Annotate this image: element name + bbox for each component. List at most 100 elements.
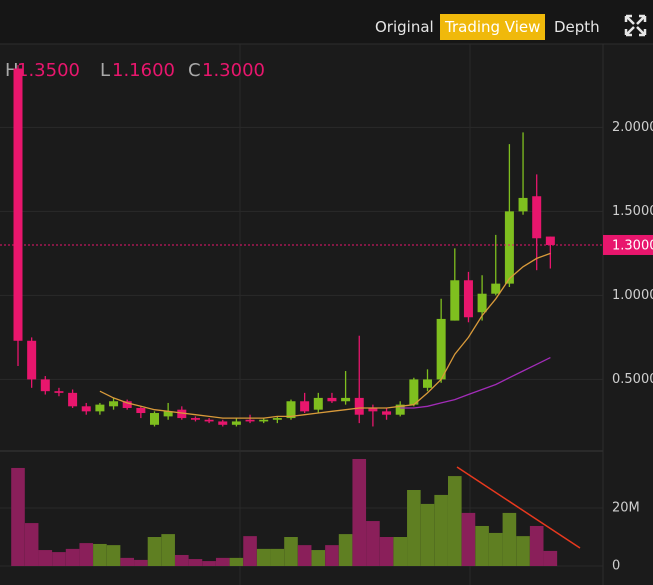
candle-body [259, 419, 269, 422]
candle-body [423, 379, 432, 388]
volume-bar [270, 548, 285, 567]
candle-body [13, 68, 23, 341]
volume-bar [52, 552, 66, 567]
candle-body [204, 419, 214, 422]
last-price-box [603, 234, 653, 255]
candle-body [231, 421, 241, 425]
last-price-label: 1.3000 [612, 238, 653, 253]
y-tick-label: 0.5000 [612, 372, 653, 387]
volume-bar [338, 534, 353, 567]
volume-bar [147, 536, 162, 567]
volume-bar [297, 545, 312, 567]
volume-bar [188, 559, 203, 567]
candle-body [272, 418, 282, 420]
candle-body [150, 413, 159, 425]
expand-icon[interactable] [624, 14, 647, 37]
volume-bar [529, 525, 544, 567]
volume-bar [407, 490, 421, 567]
volume-bar [543, 550, 558, 567]
candle-body [300, 401, 310, 412]
candle-body [368, 407, 378, 412]
volume-bar [420, 503, 435, 567]
volume-bar [175, 554, 189, 567]
trend-line [456, 466, 581, 549]
volume-bar [379, 536, 394, 567]
volume-bar [284, 536, 298, 567]
candle-body [190, 418, 200, 420]
candle-body [54, 391, 64, 393]
ohlc-key: L [100, 60, 110, 81]
volume-bar [434, 494, 448, 567]
candle-body [327, 397, 337, 402]
volume-bar [325, 545, 339, 567]
volume-bar [106, 545, 121, 567]
volume-bar [352, 458, 367, 567]
candle-body [286, 401, 296, 419]
candle-body [504, 211, 514, 284]
expand-arrow [636, 26, 647, 37]
candle-body [27, 340, 37, 380]
candle-body [68, 392, 78, 407]
volume-bar [93, 543, 107, 567]
candle-body [245, 419, 255, 422]
volume-bar [24, 523, 39, 567]
volume-bar [488, 532, 503, 567]
volume-bar [38, 550, 53, 567]
y-tick-label: 20M [612, 500, 640, 515]
volume-bar [502, 512, 517, 567]
volume-bar [161, 534, 175, 567]
ohlc-value: 1.1600 [112, 60, 175, 81]
candle-body [532, 196, 542, 239]
ohlc-value: 1.3000 [202, 60, 265, 81]
candle-body [463, 280, 473, 318]
volume-bar [79, 543, 94, 567]
candle-body [341, 397, 351, 402]
candle-body [81, 406, 91, 412]
expand-arrow [636, 14, 647, 25]
volume-bar [256, 548, 271, 567]
volume-bar [134, 559, 148, 567]
volume-bar [11, 467, 25, 567]
volume-bar [202, 561, 216, 567]
volume-bar [366, 521, 380, 567]
ohlc-value: 1.3500 [17, 60, 80, 81]
volume-bar [65, 548, 80, 567]
button-trading-view[interactable]: Trading View [440, 14, 546, 40]
candle-body [518, 197, 528, 212]
candle-body [177, 409, 187, 419]
ohlc-key: C [188, 60, 201, 81]
candle-body [95, 404, 105, 412]
volume-bar [461, 512, 476, 567]
candle-body [218, 421, 228, 425]
volume-bar [215, 557, 230, 567]
volume-bar [229, 557, 244, 567]
candle-body [409, 379, 419, 405]
candle-body [109, 401, 119, 407]
button-depth[interactable]: Depth [554, 18, 600, 36]
candle-body [450, 280, 460, 321]
candle-body [122, 401, 132, 408]
candle-body [545, 236, 555, 245]
button-original[interactable]: Original [375, 18, 434, 36]
volume-bar [448, 476, 462, 567]
candle-body [354, 397, 364, 415]
y-tick-label: 2.0000 [612, 120, 653, 135]
candle-body [136, 407, 146, 414]
expand-arrow [624, 26, 635, 37]
volume-bar [120, 557, 134, 567]
candle-body [477, 293, 487, 313]
expand-arrow [624, 14, 635, 25]
volume-bar [475, 525, 489, 567]
moving-average [99, 252, 551, 419]
y-tick-label: 1.5000 [612, 204, 653, 219]
candle-body [40, 379, 50, 392]
volume-bar [393, 536, 407, 567]
volume-bar [243, 536, 257, 567]
candle-body [436, 318, 446, 380]
y-tick-label: 0 [612, 559, 620, 574]
candle-body [163, 411, 173, 417]
moving-average [400, 357, 551, 409]
volume-bar [311, 550, 326, 567]
